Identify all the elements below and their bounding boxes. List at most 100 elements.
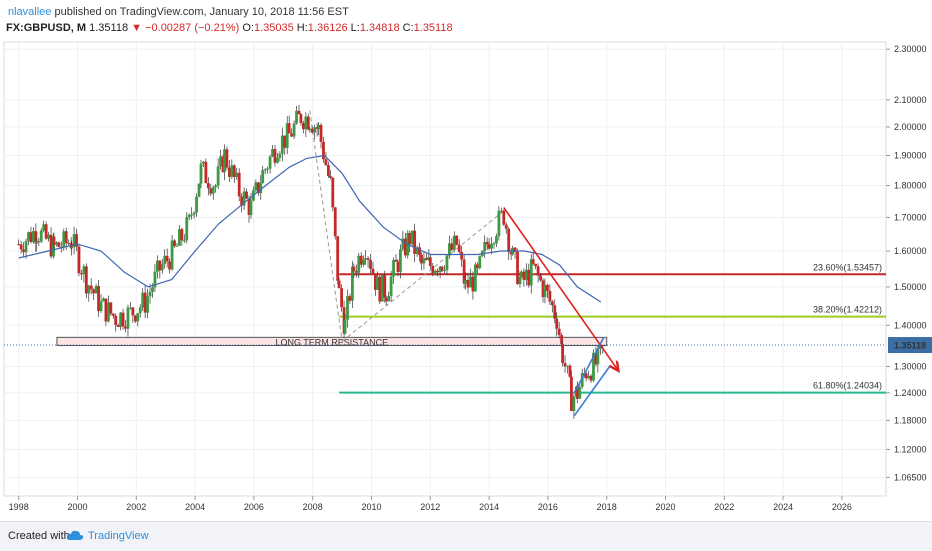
y-tick-label: 1.24000: [894, 388, 927, 398]
candle-body: [380, 275, 384, 302]
candle-body: [163, 255, 167, 265]
candle-body: [584, 373, 588, 379]
candle-body: [148, 291, 152, 297]
candle-body: [304, 116, 308, 130]
candle-body: [141, 292, 145, 308]
candle-body: [413, 230, 417, 254]
candle-body: [575, 386, 579, 399]
candle-body: [399, 249, 402, 272]
candle-body: [27, 232, 30, 241]
candle-body: [247, 198, 251, 215]
candle-body: [202, 161, 205, 164]
candle-body: [531, 259, 535, 264]
candle-body: [170, 240, 174, 270]
candle-body: [478, 256, 482, 269]
author-link[interactable]: nlavallee: [8, 6, 52, 18]
candle-body: [374, 273, 377, 290]
candle-body: [52, 236, 56, 245]
candle-body: [445, 255, 449, 271]
candle-body: [462, 259, 466, 284]
candle-body: [364, 258, 368, 260]
candle-body: [133, 315, 137, 322]
fib-level-label: 61.80%(1.24034): [813, 381, 882, 391]
candle-body: [568, 365, 572, 377]
candle-body: [158, 260, 162, 271]
candle-body: [195, 196, 198, 213]
candle-body: [219, 156, 222, 167]
tradingview-cloud-icon[interactable]: [66, 528, 84, 542]
candle-body: [153, 271, 157, 288]
candle-body: [297, 110, 301, 115]
candle-body: [211, 187, 215, 194]
candle-body: [310, 128, 314, 133]
candle-body: [268, 156, 272, 169]
candle-body: [22, 249, 25, 253]
y-tick-label: 1.70000: [894, 212, 927, 222]
open-value: 1.35035: [253, 22, 294, 34]
candle-body: [485, 241, 489, 245]
candle-body: [121, 312, 125, 327]
candle-body: [235, 172, 239, 178]
candle-body: [343, 319, 347, 334]
candle-body: [34, 231, 38, 244]
y-tick-label: 1.18000: [894, 415, 927, 425]
tradingview-link[interactable]: TradingView: [88, 530, 149, 542]
candle-body: [182, 240, 186, 242]
candle-body: [357, 255, 361, 273]
candle-body: [301, 123, 305, 130]
y-tick-label: 1.90000: [894, 150, 927, 160]
y-tick-label: 1.30000: [894, 362, 927, 372]
candle-body: [109, 302, 113, 314]
candle-body: [34, 241, 38, 244]
candle-body: [114, 315, 118, 325]
candle-body: [237, 172, 241, 197]
candle-body: [143, 292, 147, 313]
candle-body: [348, 296, 352, 301]
candle-body: [77, 246, 81, 274]
candle-body: [460, 251, 464, 260]
candle-body: [408, 233, 412, 245]
last-price-badge-label: 1.35118: [894, 341, 926, 351]
symbol-label[interactable]: FX:GBPUSD, M: [6, 22, 87, 34]
candle-body: [52, 236, 55, 257]
candle-body: [410, 230, 414, 245]
candle-body: [383, 275, 387, 298]
high-label: H:: [296, 22, 308, 34]
candle-body: [520, 271, 523, 277]
candle-body: [473, 264, 477, 292]
candle-body: [362, 259, 366, 265]
candle-body: [418, 247, 421, 255]
candle-body: [232, 165, 236, 178]
candle-body: [536, 266, 540, 276]
candle-body: [24, 240, 28, 253]
x-tick-label: 2020: [655, 502, 675, 512]
y-tick-label: 2.30000: [894, 44, 927, 54]
x-tick-label: 2024: [773, 502, 793, 512]
candle-body: [371, 268, 375, 274]
candle-body: [70, 247, 74, 249]
candle-body: [596, 348, 600, 365]
x-tick-label: 2026: [832, 502, 852, 512]
candle-body: [317, 124, 320, 129]
candle-body: [428, 257, 432, 266]
candle-body: [124, 326, 127, 329]
candle-body: [67, 242, 71, 244]
candle-body: [39, 230, 43, 242]
open-label: O:: [242, 22, 254, 34]
y-tick-label: 1.06500: [894, 472, 927, 482]
candle-body: [94, 286, 98, 294]
trend-line: [573, 336, 605, 394]
candle-body: [84, 266, 88, 294]
candle-body: [331, 177, 335, 208]
last-price-badge: [888, 337, 932, 354]
price-chart[interactable]: 2.30000 2.10000 2.00000 1.90000 1.80000 1.700…: [0, 0, 932, 521]
candle-body: [492, 243, 496, 245]
candle-body: [230, 165, 234, 177]
candle-body: [273, 149, 277, 163]
candle-body: [138, 307, 142, 314]
candle-body: [543, 284, 547, 298]
candle-body: [131, 307, 135, 316]
x-tick-label: 2006: [244, 502, 264, 512]
ohlc-legend: FX:GBPUSD, M 1.35118 ▼ −0.00287 (−0.21%)…: [6, 22, 453, 34]
candle-body: [111, 313, 115, 316]
